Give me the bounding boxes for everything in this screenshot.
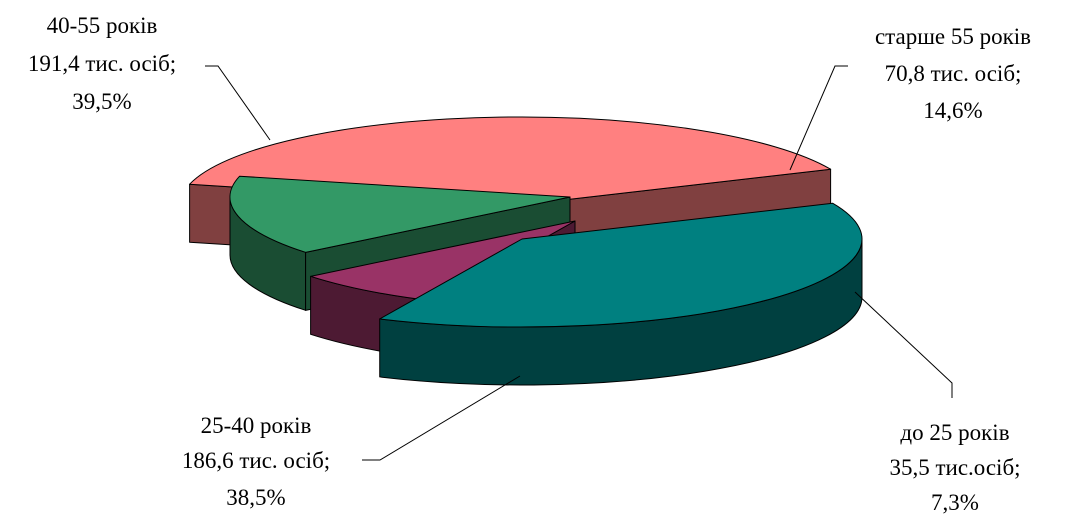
pie-slices [189,116,863,386]
label-name-older-55: старше 55 років [875,24,1031,49]
label-amount-25-40: 186,6 тис. осіб; [182,448,330,473]
leader-line-40-55 [205,65,271,141]
pie-slice-s25_40 [379,202,863,386]
slice-top-s25_40 [379,202,863,328]
label-amount-40-55: 191,4 тис. осіб; [28,51,176,76]
label-amount-older-55: 70,8 тис. осіб; [885,61,1022,86]
leader-line-under-25 [854,291,953,398]
data-label-older-55: старше 55 років 70,8 тис. осіб; 14,6% [875,24,1031,123]
label-name-under-25: до 25 років [900,420,1009,445]
label-name-40-55: 40-55 років [47,13,158,38]
label-amount-under-25: 35,5 тис.осіб; [889,455,1020,480]
leader-line-older-55 [789,65,848,171]
data-label-under-25: до 25 років 35,5 тис.осіб; 7,3% [889,420,1020,515]
leader-line-25-40 [362,375,521,461]
data-label-40-55: 40-55 років 191,4 тис. осіб; 39,5% [28,13,176,114]
label-percent-under-25: 7,3% [931,490,979,515]
label-percent-40-55: 39,5% [72,89,131,114]
label-percent-25-40: 38,5% [226,485,285,510]
data-label-25-40: 25-40 років 186,6 тис. осіб; 38,5% [182,413,330,510]
slice-top-s55plus [229,175,571,253]
label-percent-older-55: 14,6% [923,98,982,123]
label-name-25-40: 25-40 років [201,413,312,438]
